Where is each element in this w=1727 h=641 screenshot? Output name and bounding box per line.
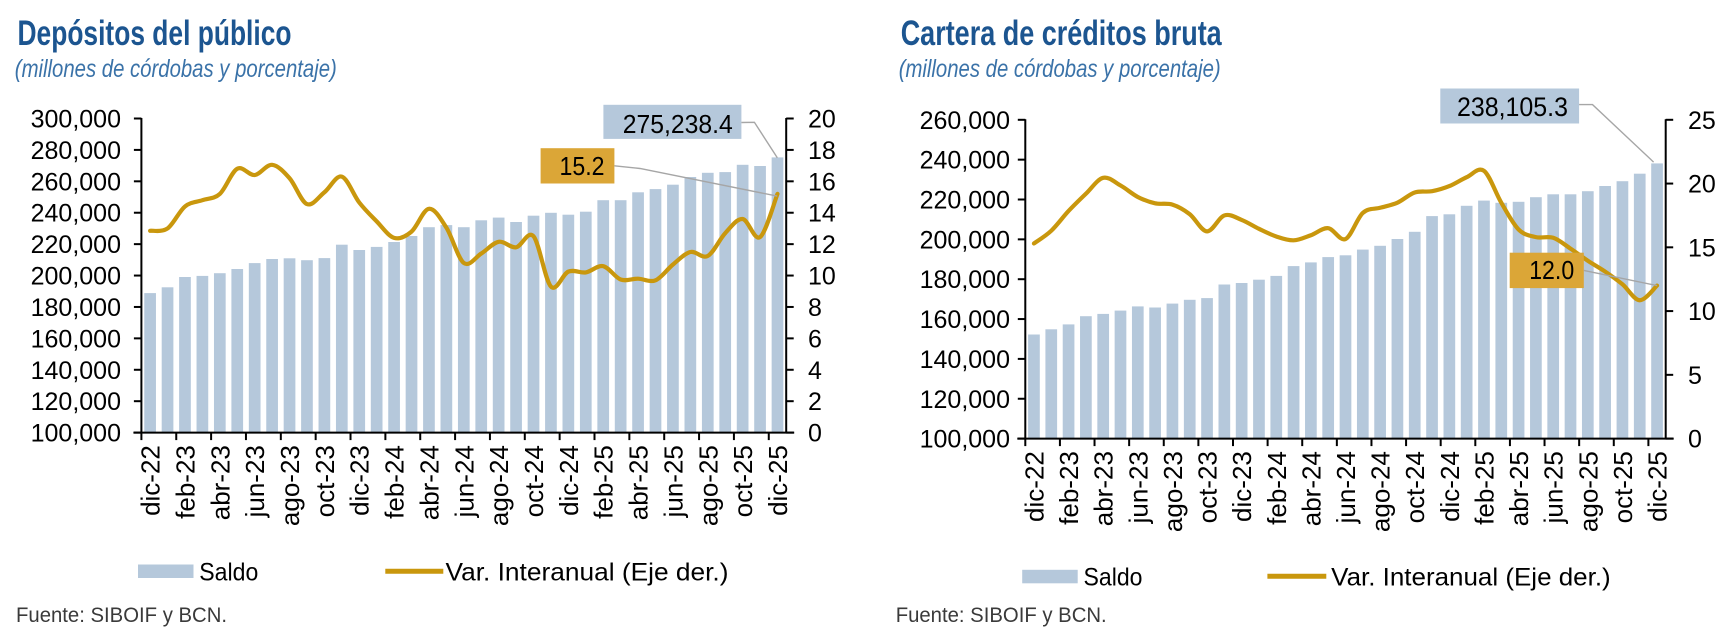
svg-text:12.0: 12.0 <box>1529 255 1574 285</box>
svg-text:jun-25: jun-25 <box>1539 451 1569 524</box>
svg-text:ago-25: ago-25 <box>1573 451 1603 532</box>
svg-text:feb-25: feb-25 <box>1469 451 1499 525</box>
svg-text:abr-24: abr-24 <box>1296 451 1326 526</box>
svg-text:abr-25: abr-25 <box>624 445 654 520</box>
svg-text:dic-23: dic-23 <box>1227 451 1257 522</box>
svg-text:oct-24: oct-24 <box>519 445 549 517</box>
svg-text:feb-25: feb-25 <box>589 445 619 519</box>
svg-text:ago-23: ago-23 <box>1158 451 1188 532</box>
svg-text:ago-23: ago-23 <box>275 445 305 526</box>
svg-text:feb-24: feb-24 <box>380 445 410 519</box>
svg-text:15: 15 <box>1688 234 1716 262</box>
svg-text:oct-23: oct-23 <box>1193 451 1223 523</box>
svg-text:160,000: 160,000 <box>31 325 121 353</box>
svg-text:jun-24: jun-24 <box>449 445 479 518</box>
svg-text:oct-25: oct-25 <box>1608 451 1638 523</box>
svg-text:ago-25: ago-25 <box>693 445 723 526</box>
svg-text:200,000: 200,000 <box>920 226 1010 254</box>
svg-text:Cartera de créditos bruta: Cartera de créditos bruta <box>901 13 1222 53</box>
svg-text:15.2: 15.2 <box>560 153 605 181</box>
svg-text:dic-25: dic-25 <box>1643 451 1673 522</box>
svg-text:14: 14 <box>808 200 836 228</box>
svg-text:160,000: 160,000 <box>920 306 1010 334</box>
svg-text:200,000: 200,000 <box>31 263 121 291</box>
svg-text:Saldo: Saldo <box>199 559 258 587</box>
svg-text:oct-24: oct-24 <box>1400 451 1430 523</box>
svg-text:feb-23: feb-23 <box>1054 451 1084 525</box>
svg-text:dic-24: dic-24 <box>1435 451 1465 522</box>
svg-text:5: 5 <box>1688 362 1702 390</box>
svg-text:260,000: 260,000 <box>920 107 1010 135</box>
svg-text:abr-23: abr-23 <box>205 445 235 520</box>
svg-text:oct-23: oct-23 <box>310 445 340 517</box>
svg-text:Fuente: SIBOIF y BCN.: Fuente: SIBOIF y BCN. <box>16 604 227 627</box>
svg-text:Fuente: SIBOIF y BCN.: Fuente: SIBOIF y BCN. <box>896 604 1107 627</box>
svg-text:180,000: 180,000 <box>920 266 1010 294</box>
svg-text:140,000: 140,000 <box>920 346 1010 374</box>
svg-text:100,000: 100,000 <box>920 426 1010 454</box>
svg-text:jun-23: jun-23 <box>240 445 270 518</box>
svg-text:Var. Interanual (Eje der.): Var. Interanual (Eje der.) <box>446 559 729 587</box>
svg-text:dic-25: dic-25 <box>763 445 793 516</box>
svg-text:20: 20 <box>808 106 836 134</box>
svg-text:300,000: 300,000 <box>31 106 121 134</box>
svg-text:12: 12 <box>808 231 836 259</box>
svg-text:16: 16 <box>808 168 836 196</box>
svg-text:Depósitos del público: Depósitos del público <box>18 13 292 53</box>
svg-text:2: 2 <box>808 388 822 416</box>
svg-text:dic-23: dic-23 <box>345 445 375 516</box>
svg-text:jun-24: jun-24 <box>1331 451 1361 524</box>
svg-text:6: 6 <box>808 325 822 353</box>
svg-text:8: 8 <box>808 294 822 322</box>
svg-text:abr-25: abr-25 <box>1504 451 1534 526</box>
svg-text:240,000: 240,000 <box>920 147 1010 175</box>
svg-text:260,000: 260,000 <box>31 168 121 196</box>
svg-text:10: 10 <box>1688 298 1716 326</box>
svg-text:20: 20 <box>1688 171 1716 199</box>
svg-text:120,000: 120,000 <box>920 386 1010 414</box>
svg-text:(millones de córdobas y porcen: (millones de córdobas y porcentaje) <box>899 55 1221 83</box>
svg-text:jun-25: jun-25 <box>658 445 688 518</box>
svg-text:4: 4 <box>808 357 822 385</box>
svg-text:25: 25 <box>1688 107 1716 135</box>
svg-text:dic-24: dic-24 <box>554 445 584 516</box>
svg-text:feb-24: feb-24 <box>1262 451 1292 525</box>
svg-text:jun-23: jun-23 <box>1123 451 1153 524</box>
svg-text:220,000: 220,000 <box>31 231 121 259</box>
svg-text:240,000: 240,000 <box>31 200 121 228</box>
svg-text:18: 18 <box>808 137 836 165</box>
svg-text:dic-22: dic-22 <box>136 445 166 516</box>
svg-text:feb-23: feb-23 <box>170 445 200 519</box>
svg-text:abr-24: abr-24 <box>414 445 444 520</box>
svg-text:140,000: 140,000 <box>31 357 121 385</box>
svg-text:(millones de córdobas y porcen: (millones de córdobas y porcentaje) <box>15 55 337 83</box>
svg-text:oct-25: oct-25 <box>728 445 758 517</box>
svg-text:dic-22: dic-22 <box>1019 451 1049 522</box>
svg-text:238,105.3: 238,105.3 <box>1457 92 1568 122</box>
svg-text:275,238.4: 275,238.4 <box>623 111 733 139</box>
svg-text:abr-23: abr-23 <box>1089 451 1119 526</box>
svg-text:Var. Interanual (Eje der.): Var. Interanual (Eje der.) <box>1331 564 1611 592</box>
svg-text:0: 0 <box>1688 426 1702 454</box>
svg-text:280,000: 280,000 <box>31 137 121 165</box>
svg-text:180,000: 180,000 <box>31 294 121 322</box>
svg-text:Saldo: Saldo <box>1084 564 1143 592</box>
svg-text:ago-24: ago-24 <box>1366 451 1396 532</box>
svg-text:100,000: 100,000 <box>31 420 121 448</box>
svg-text:120,000: 120,000 <box>31 388 121 416</box>
svg-text:220,000: 220,000 <box>920 187 1010 215</box>
svg-text:10: 10 <box>808 263 836 291</box>
svg-text:ago-24: ago-24 <box>484 445 514 526</box>
svg-text:0: 0 <box>808 420 822 448</box>
